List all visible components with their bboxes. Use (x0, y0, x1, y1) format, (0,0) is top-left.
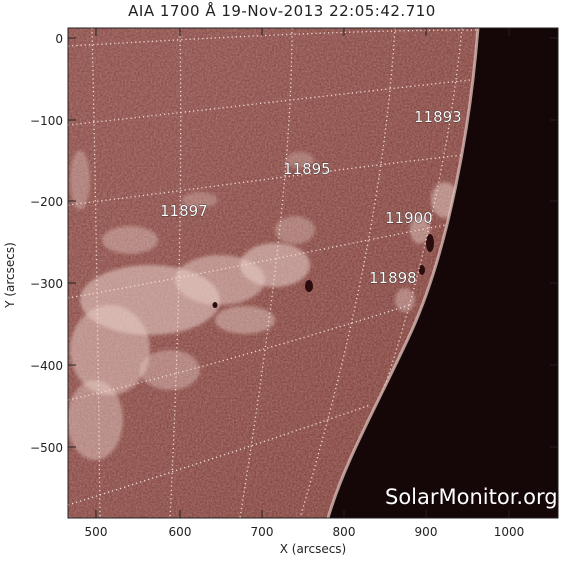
plage-regions (68, 150, 459, 460)
plot-border (67, 27, 559, 519)
x-tick-label: 700 (251, 525, 274, 539)
heliographic-grid (68, 28, 478, 518)
x-tick-labels: 500 600 700 800 900 1000 (85, 525, 525, 539)
x-tick-label: 1000 (494, 525, 525, 539)
watermark: SolarMonitor.org (385, 485, 558, 509)
y-tick-label: −400 (30, 359, 63, 373)
active-region-label: 11898 (369, 269, 417, 287)
active-region-label: 11893 (414, 108, 462, 126)
y-tick-labels: 0 −100 −200 −300 −400 −500 (30, 32, 63, 455)
x-tick-label: 800 (333, 525, 356, 539)
x-axis-title: X (arcsecs) (280, 542, 347, 556)
x-tick-label: 500 (85, 525, 108, 539)
active-region-label: 11900 (385, 209, 433, 227)
y-tick-label: −300 (30, 277, 63, 291)
active-region-label: 11895 (283, 160, 331, 178)
y-tick-label: −100 (30, 114, 63, 128)
image-title: AIA 1700 Å 19-Nov-2013 22:05:42.710 (128, 2, 436, 20)
y-axis-title: Y (arcsecs) (3, 242, 17, 309)
x-axis (95, 28, 510, 518)
active-region-label: 11897 (160, 202, 208, 220)
y-tick-label: 0 (55, 32, 63, 46)
y-tick-label: −200 (30, 195, 63, 209)
active-region-labels: 11893 11895 11897 11900 11898 (160, 108, 462, 288)
y-tick-label: −500 (30, 441, 63, 455)
y-axis (68, 37, 558, 448)
x-tick-label: 900 (415, 525, 438, 539)
sunspots (212, 234, 434, 308)
x-tick-label: 600 (169, 525, 192, 539)
